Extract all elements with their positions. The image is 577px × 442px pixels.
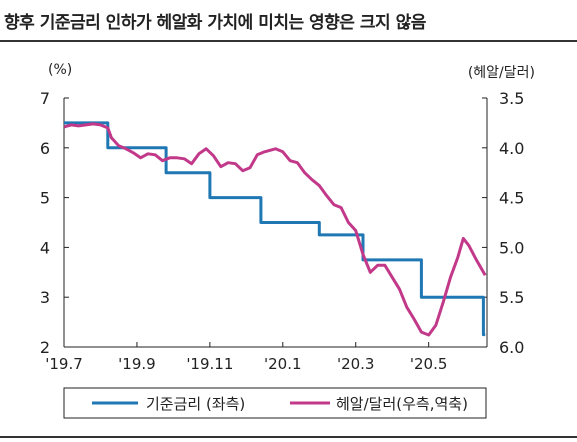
x-tick-label: '19.11 (186, 355, 233, 373)
x-tick-label: '19.9 (118, 355, 156, 373)
chart-title: 향후 기준금리 인하가 헤알화 가치에 미치는 영향은 크지 않음 (4, 13, 426, 33)
y-left-tick-label: 7 (40, 89, 50, 108)
rate-series-line (64, 121, 486, 337)
y-left-tick-label: 3 (40, 288, 50, 307)
y-right-tick-label: 5.5 (499, 288, 524, 307)
y-right-tick-label: 4.5 (499, 189, 524, 208)
brl-series-line (63, 122, 487, 337)
y-left-tick-label: 5 (40, 189, 50, 208)
x-tick-label: '20.5 (410, 355, 448, 373)
y-right-tick-label: 4.0 (499, 139, 524, 158)
title-rule (0, 40, 577, 42)
y-right-tick-label: 3.5 (499, 89, 524, 108)
y-left-tick-label: 6 (40, 139, 50, 158)
y-right-tick-label: 6.0 (499, 338, 524, 357)
x-tick-label: '19.7 (45, 355, 83, 373)
x-tick-label: '20.1 (264, 355, 302, 373)
y-right-tick-label: 5.0 (499, 238, 524, 257)
legend-label-brl: 헤알/달러(우측,역축) (336, 395, 468, 413)
left-axis-unit: (%) (48, 62, 73, 78)
y-left-tick-label: 2 (40, 338, 50, 357)
y-left-tick-label: 4 (40, 238, 50, 257)
bottom-rule (0, 436, 577, 438)
legend-label-rate: 기준금리 (좌측) (146, 395, 245, 413)
right-axis-unit: (헤알/달러) (467, 65, 535, 81)
x-tick-label: '20.3 (337, 355, 375, 373)
